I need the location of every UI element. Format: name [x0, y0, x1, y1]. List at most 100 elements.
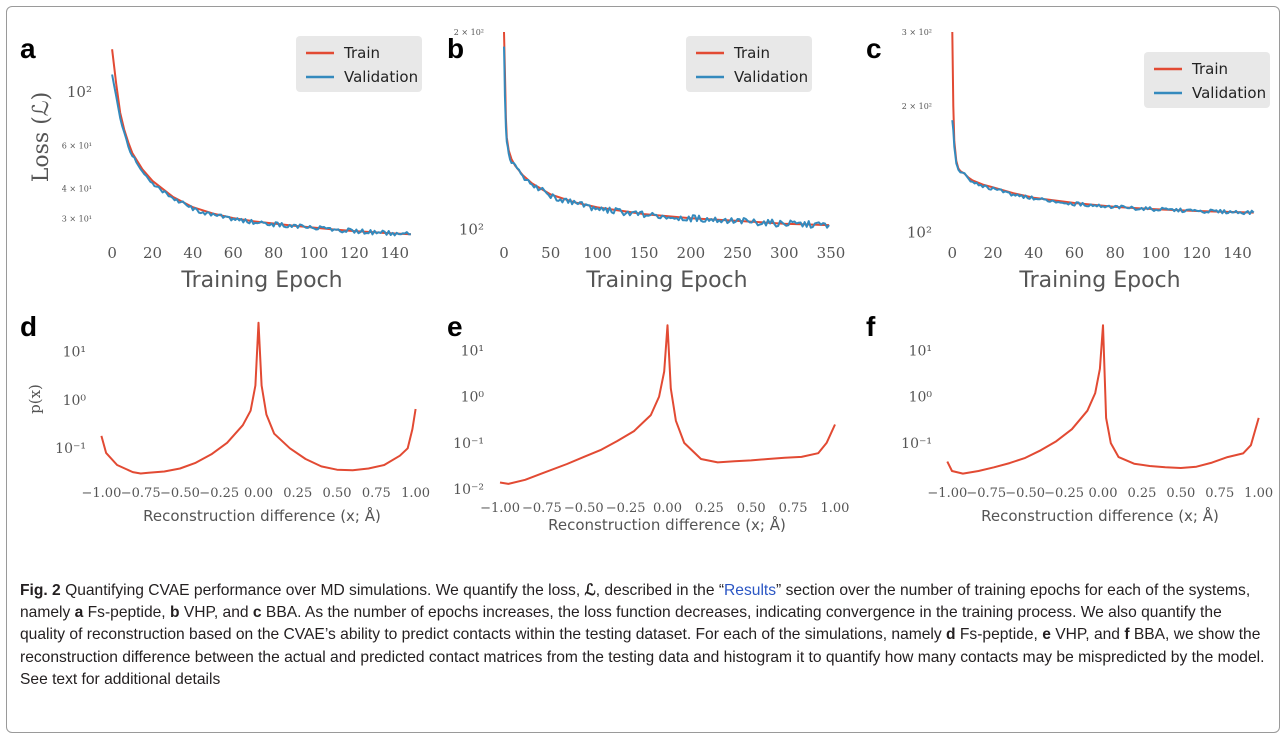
x-tick-label: 50 [541, 244, 560, 262]
legend-label: Train [1191, 60, 1228, 78]
validation-line-a [111, 74, 411, 237]
x-tick-label: 140 [1223, 244, 1252, 262]
x-axis-label: Reconstruction difference (x; Å) [548, 515, 786, 534]
x-tick-label: −0.25 [606, 501, 646, 516]
validation-line-b [503, 46, 830, 229]
y-tick-label: 10¹ [461, 343, 484, 359]
x-tick-label: 120 [340, 244, 369, 262]
x-tick-label: 0.00 [1089, 486, 1118, 501]
x-tick-label: −0.25 [1044, 486, 1084, 501]
y-tick-label: 2 × 10² [902, 102, 932, 111]
caption-ref-f: f [1124, 626, 1130, 644]
histogram-line-d [100, 321, 417, 475]
x-axis-label: Training Epoch [585, 268, 747, 293]
y-tick-label: 10⁻¹ [901, 436, 932, 452]
x-tick-label: −0.75 [966, 486, 1006, 501]
y-tick-label: 3 × 10¹ [62, 215, 92, 224]
x-tick-label: 100 [583, 244, 612, 262]
x-tick-label: 0 [107, 244, 117, 262]
caption-text-a: Fs-peptide, [83, 604, 170, 622]
x-tick-label: 0.75 [362, 486, 391, 501]
y-tick-label: 10⁰ [909, 390, 933, 406]
caption-text-c: BBA. As the number of epochs increases, … [20, 604, 1222, 644]
caption-part-1: Quantifying CVAE performance over MD sim… [60, 582, 585, 599]
x-tick-label: 40 [1024, 244, 1043, 262]
legend-label: Train [733, 44, 770, 62]
x-axis-label: Training Epoch [180, 268, 342, 293]
x-tick-label: 200 [677, 244, 706, 262]
x-tick-label: 1.00 [401, 486, 430, 501]
y-tick-label: 6 × 10¹ [62, 142, 92, 151]
y-tick-label: 10¹ [63, 345, 86, 361]
x-tick-label: 20 [143, 244, 162, 262]
x-tick-label: 80 [1106, 244, 1125, 262]
x-tick-label: −1.00 [927, 486, 967, 501]
x-tick-label: 0.75 [779, 501, 808, 516]
legend-label: Validation [1192, 84, 1266, 102]
caption-loss-symbol: ℒ [584, 582, 596, 599]
x-axis-label: Training Epoch [1018, 268, 1180, 293]
x-tick-label: 0.50 [1166, 486, 1195, 501]
y-tick-label: 10⁰ [63, 393, 87, 409]
results-link[interactable]: Results [724, 582, 777, 599]
y-tick-label: 10² [67, 83, 92, 101]
x-tick-label: 140 [380, 244, 409, 262]
x-tick-label: 80 [264, 244, 283, 262]
caption-ref-a: a [74, 604, 84, 622]
panel-label-d: d [20, 311, 37, 342]
caption-ref-e: e [1042, 626, 1051, 644]
caption-text-b: VHP, and [179, 604, 253, 622]
caption-part-2: , described in the “ [595, 582, 725, 599]
y-axis-label: Loss (ℒ) [29, 92, 54, 182]
y-tick-label: 10⁰ [461, 390, 485, 406]
x-axis-label: Reconstruction difference (x; Å) [143, 506, 381, 525]
caption-part-3: ” section over the number of training ep… [20, 582, 1251, 622]
y-tick-label: 10⁻² [453, 482, 484, 498]
x-tick-label: −0.25 [199, 486, 239, 501]
x-tick-label: −0.50 [564, 501, 604, 516]
caption-text-f: BBA, we show the reconstruction differen… [20, 626, 1265, 688]
x-tick-label: 1.00 [1244, 486, 1273, 501]
x-tick-label: 40 [183, 244, 202, 262]
figure-caption: Fig. 2 Quantifying CVAE performance over… [20, 580, 1270, 691]
caption-label: Fig. 2 [20, 582, 61, 599]
x-axis-label: Reconstruction difference (x; Å) [981, 506, 1219, 525]
y-tick-label: 10⁻¹ [453, 436, 484, 452]
x-tick-label: 0.00 [653, 501, 682, 516]
figure-frame [6, 6, 1280, 733]
x-tick-label: 60 [224, 244, 243, 262]
caption-text-e: VHP, and [1050, 626, 1125, 644]
panel-label-a: a [20, 33, 36, 64]
x-tick-label: 0 [499, 244, 509, 262]
caption-ref-b: b [169, 604, 180, 622]
x-tick-label: 0.50 [737, 501, 766, 516]
x-tick-label: 0.25 [695, 501, 724, 516]
panel-label-b: b [447, 33, 464, 64]
x-tick-label: −0.50 [1005, 486, 1045, 501]
x-tick-label: −0.75 [121, 486, 161, 501]
legend-label: Validation [734, 68, 808, 86]
legend-label: Train [343, 44, 380, 62]
x-tick-label: 20 [983, 244, 1002, 262]
x-tick-label: 350 [817, 244, 846, 262]
x-tick-label: −1.00 [82, 486, 122, 501]
x-tick-label: 150 [630, 244, 659, 262]
y-tick-label: 2 × 10² [454, 28, 484, 37]
y-tick-label: 10¹ [909, 343, 932, 359]
x-tick-label: 120 [1182, 244, 1211, 262]
x-tick-label: 60 [1065, 244, 1084, 262]
caption-text-d: Fs-peptide, [955, 626, 1043, 644]
y-tick-label: 10² [459, 221, 484, 239]
caption-ref-c: c [252, 604, 262, 622]
caption-ref-d: d [946, 626, 956, 644]
figure-plots: a 0 20 40 60 80 100 120 140 10² 6 × 10¹ 4 × 10¹ 3 × … [20, 28, 1273, 534]
x-tick-label: 1.00 [820, 501, 849, 516]
panel-label-c: c [866, 33, 882, 64]
x-tick-label: 0.00 [244, 486, 273, 501]
panel-label-e: e [447, 311, 463, 342]
x-tick-label: −0.50 [160, 486, 200, 501]
y-tick-label: 3 × 10² [902, 28, 932, 37]
y-axis-label: p(x) [26, 384, 44, 414]
x-tick-label: 0.25 [283, 486, 312, 501]
histogram-line-e [499, 324, 836, 485]
